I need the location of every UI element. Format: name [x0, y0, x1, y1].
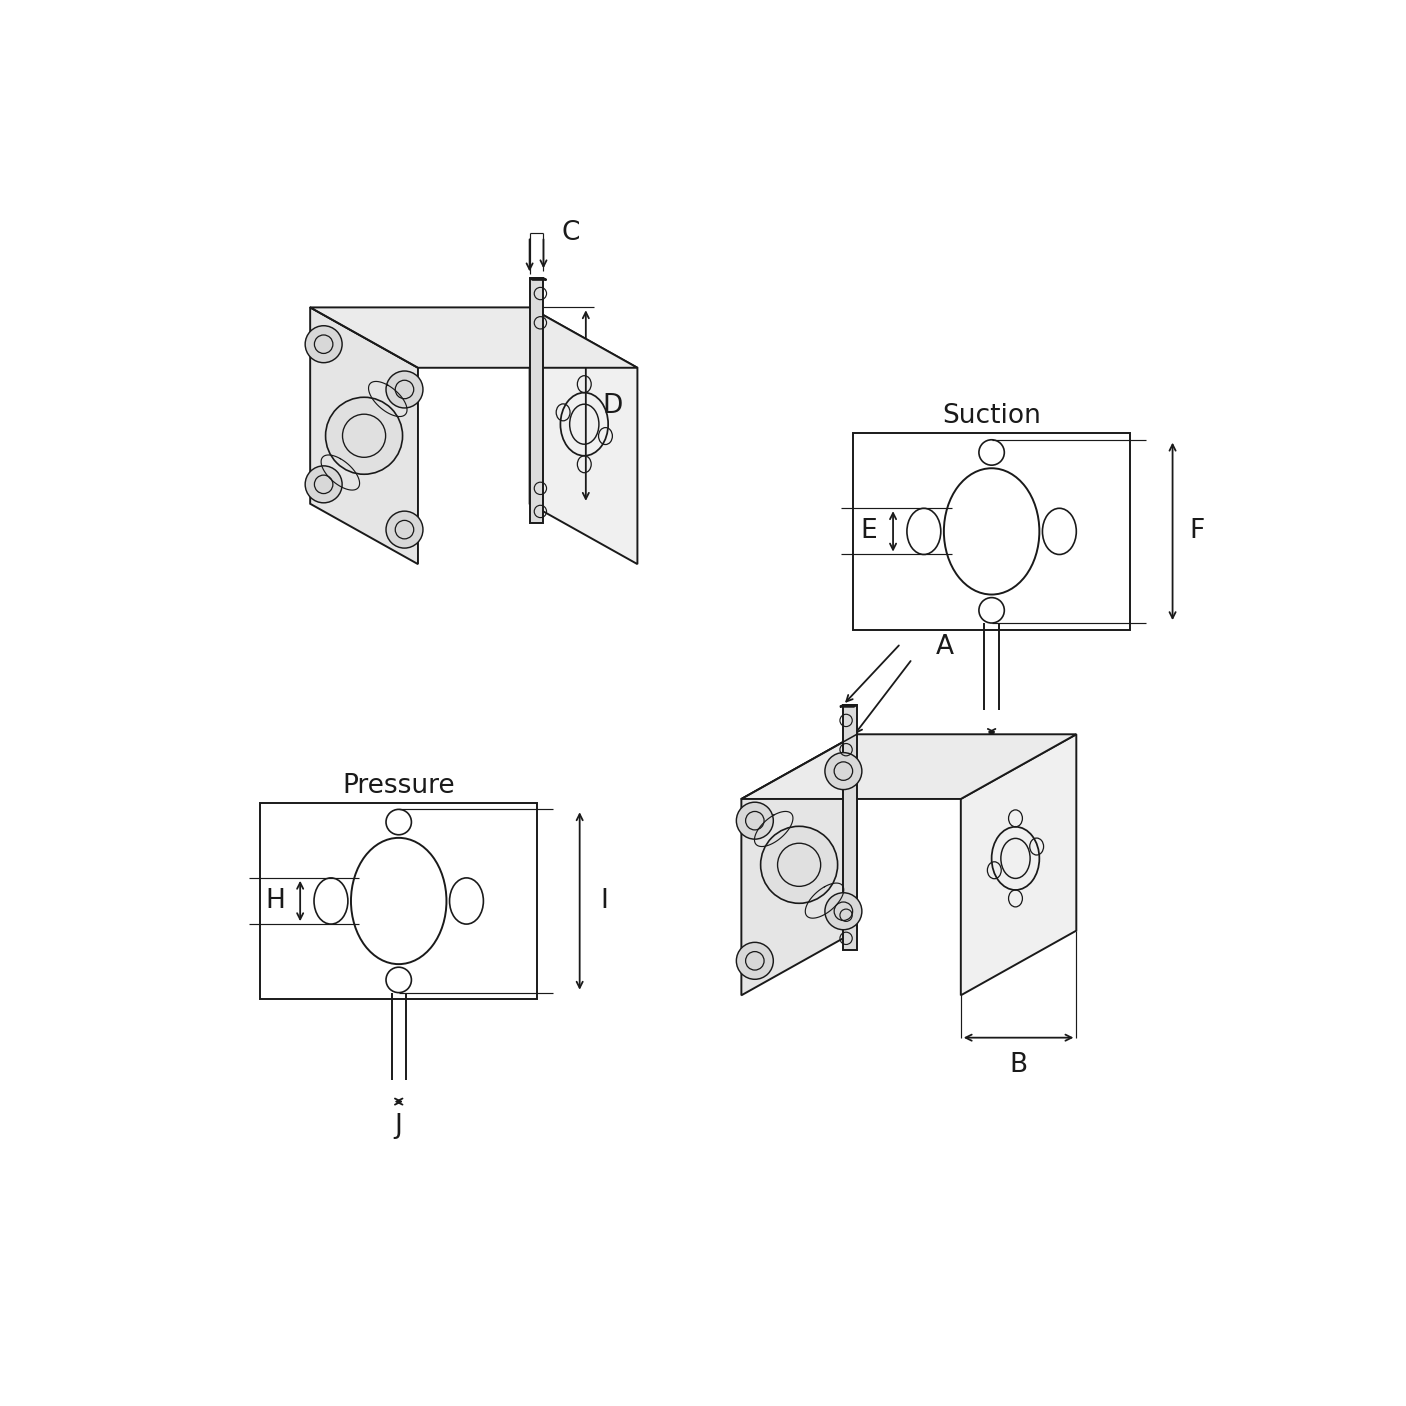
- Text: Suction: Suction: [942, 404, 1040, 429]
- Text: H: H: [266, 889, 285, 914]
- Circle shape: [326, 398, 402, 474]
- Polygon shape: [839, 704, 856, 707]
- Text: G: G: [981, 744, 1002, 769]
- Text: E: E: [860, 519, 877, 544]
- Polygon shape: [741, 734, 856, 995]
- Bar: [853, 433, 1130, 630]
- Polygon shape: [530, 278, 544, 523]
- Circle shape: [387, 512, 423, 548]
- Text: C: C: [561, 219, 579, 246]
- Text: F: F: [1189, 519, 1205, 544]
- Text: J: J: [395, 1114, 402, 1139]
- Circle shape: [825, 893, 862, 929]
- Circle shape: [761, 827, 838, 903]
- Polygon shape: [741, 734, 1077, 799]
- Polygon shape: [844, 704, 856, 950]
- Circle shape: [305, 465, 342, 503]
- Circle shape: [825, 752, 862, 790]
- Text: D: D: [603, 392, 623, 419]
- Text: Pressure: Pressure: [343, 773, 456, 799]
- Polygon shape: [960, 734, 1077, 995]
- Polygon shape: [530, 278, 547, 280]
- Bar: [260, 803, 537, 1000]
- Circle shape: [737, 803, 773, 839]
- Circle shape: [737, 942, 773, 980]
- Polygon shape: [311, 308, 418, 564]
- Polygon shape: [530, 308, 637, 564]
- Text: B: B: [1010, 1052, 1028, 1077]
- Text: A: A: [935, 634, 953, 661]
- Text: I: I: [600, 889, 609, 914]
- Polygon shape: [311, 308, 637, 368]
- Circle shape: [387, 371, 423, 408]
- Circle shape: [305, 326, 342, 363]
